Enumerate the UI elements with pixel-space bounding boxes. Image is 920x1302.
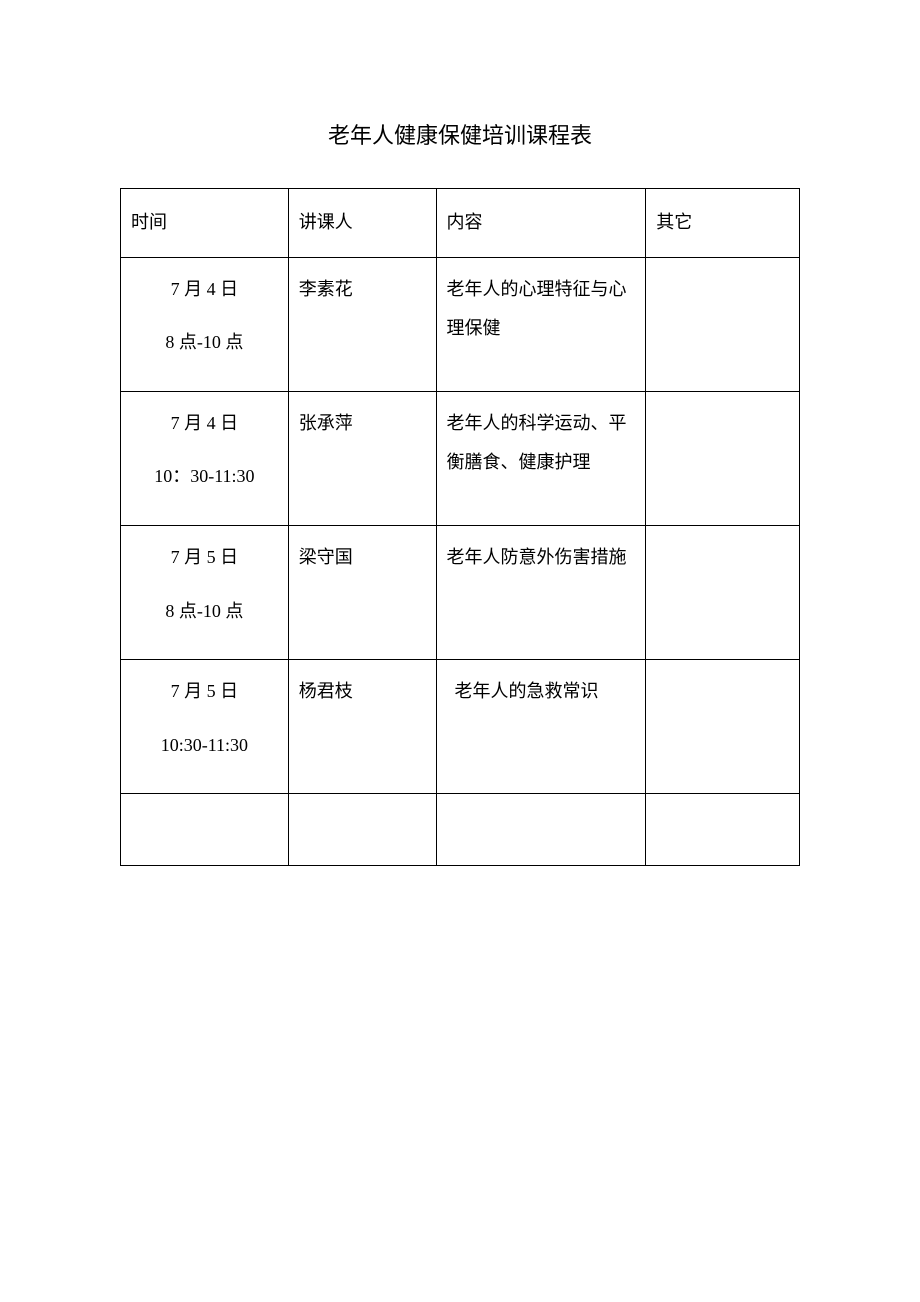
cell-time: 7 月 4 日 10：30-11:30: [121, 391, 289, 525]
cell-content: 老年人防意外伤害措施: [436, 525, 646, 659]
cell-content: 老年人的心理特征与心理保健: [436, 257, 646, 391]
cell-other: [646, 794, 800, 866]
schedule-table-container: 时间 讲课人 内容 其它 7 月 4 日 8 点-10 点 李素花 老年人的心理…: [120, 188, 800, 866]
cell-time: 7 月 5 日 10:30-11:30: [121, 660, 289, 794]
cell-date: 7 月 4 日: [131, 404, 278, 444]
cell-lecturer: [288, 794, 436, 866]
cell-date: 7 月 5 日: [131, 672, 278, 712]
table-row: 7 月 5 日 10:30-11:30 杨君枝 老年人的急救常识: [121, 660, 800, 794]
cell-other: [646, 257, 800, 391]
table-header-row: 时间 讲课人 内容 其它: [121, 189, 800, 258]
page-title: 老年人健康保健培训课程表: [0, 118, 920, 150]
cell-time-range: 10:30-11:30: [131, 726, 278, 766]
header-other: 其它: [646, 189, 800, 258]
cell-time-range: 8 点-10 点: [131, 323, 278, 363]
table-row: 7 月 4 日 10：30-11:30 张承萍 老年人的科学运动、平衡膳食、健康…: [121, 391, 800, 525]
cell-time: [121, 794, 289, 866]
cell-date: 7 月 5 日: [131, 538, 278, 578]
table-row: 7 月 4 日 8 点-10 点 李素花 老年人的心理特征与心理保健: [121, 257, 800, 391]
cell-content: 老年人的科学运动、平衡膳食、健康护理: [436, 391, 646, 525]
cell-content: [436, 794, 646, 866]
cell-time-range: 10：30-11:30: [131, 457, 278, 497]
cell-time: 7 月 5 日 8 点-10 点: [121, 525, 289, 659]
cell-time-range: 8 点-10 点: [131, 592, 278, 632]
cell-other: [646, 525, 800, 659]
schedule-table: 时间 讲课人 内容 其它 7 月 4 日 8 点-10 点 李素花 老年人的心理…: [120, 188, 800, 866]
table-row: [121, 794, 800, 866]
cell-lecturer: 杨君枝: [288, 660, 436, 794]
header-lecturer: 讲课人: [288, 189, 436, 258]
cell-time: 7 月 4 日 8 点-10 点: [121, 257, 289, 391]
table-row: 7 月 5 日 8 点-10 点 梁守国 老年人防意外伤害措施: [121, 525, 800, 659]
header-content: 内容: [436, 189, 646, 258]
cell-content: 老年人的急救常识: [436, 660, 646, 794]
cell-lecturer: 李素花: [288, 257, 436, 391]
cell-date: 7 月 4 日: [131, 270, 278, 310]
header-time: 时间: [121, 189, 289, 258]
cell-other: [646, 660, 800, 794]
cell-lecturer: 张承萍: [288, 391, 436, 525]
cell-other: [646, 391, 800, 525]
cell-lecturer: 梁守国: [288, 525, 436, 659]
